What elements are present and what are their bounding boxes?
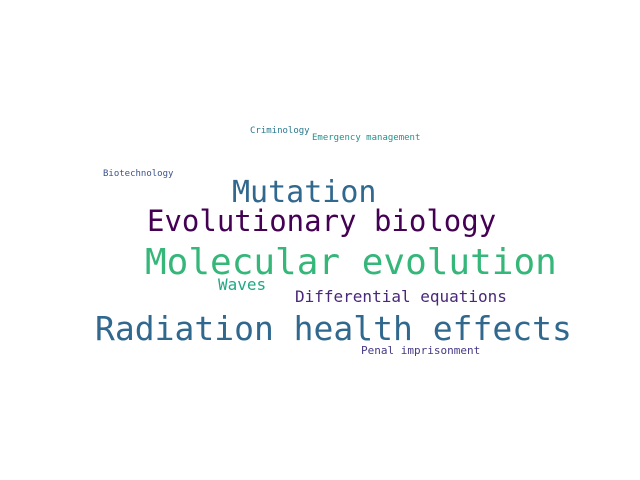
word-molecular-evolution: Molecular evolution — [145, 242, 557, 283]
word-criminology: Criminology — [250, 126, 310, 136]
word-differential-equations: Differential equations — [295, 287, 507, 306]
word-emergency-management: Emergency management — [312, 133, 421, 143]
word-waves: Waves — [218, 275, 267, 294]
word-biotechnology: Biotechnology — [103, 169, 174, 179]
word-penal-imprisonment: Penal imprisonment — [361, 344, 481, 357]
word-mutation: Mutation — [232, 175, 377, 210]
word-evolutionary-biology: Evolutionary biology — [147, 204, 497, 238]
word-radiation-health-effects: Radiation health effects — [95, 309, 572, 348]
